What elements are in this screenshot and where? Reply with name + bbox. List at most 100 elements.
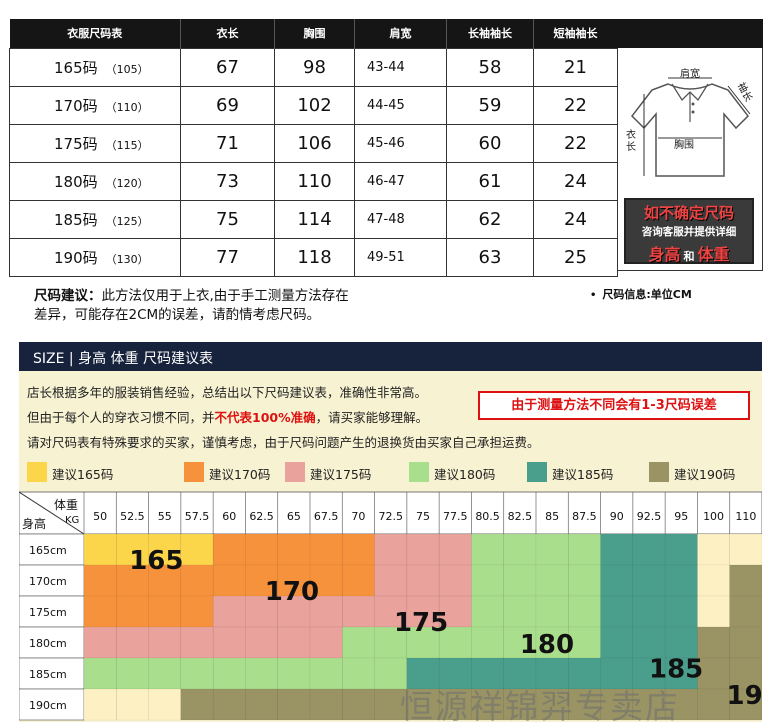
grid-cell: [374, 657, 408, 690]
grid-cell: [309, 533, 343, 566]
grid-cell: [697, 688, 730, 721]
grid-cell: [342, 688, 375, 721]
long-sleeve-cell: 58: [446, 47, 534, 87]
grid-cell: [180, 595, 214, 628]
grid-cell: [116, 657, 149, 690]
grid-cell: [632, 564, 666, 597]
grid-cell: [471, 595, 504, 628]
legend-swatch: [184, 462, 204, 482]
size-table-row: 180码 （120） 73 110 46-47 61 24: [9, 161, 618, 201]
grid-cell: [374, 533, 408, 566]
note-line-1: 此方法仅用于上衣,由于手工测量方法存在: [101, 288, 349, 304]
grid-cell: [374, 595, 408, 628]
shoulder-cell: 46-47: [354, 161, 447, 201]
grid-cell: [729, 626, 762, 659]
store-watermark: 恒源祥锦羿专卖店: [400, 687, 680, 726]
chest-cell: 102: [274, 85, 355, 125]
size-zone-label: 185: [649, 655, 703, 685]
short-sleeve-cell: 25: [533, 237, 618, 277]
corner-diagonal: [19, 491, 85, 535]
size-zone-label: 175: [394, 608, 448, 638]
grid-cell: [148, 626, 182, 659]
corner-weight-label: 体重: [54, 498, 78, 512]
intro-line-2-b: ，请买家能够理解。: [315, 410, 429, 425]
short-sleeve-cell: 22: [533, 85, 618, 125]
size-table-row: 165码 （105） 67 98 43-44 58 21: [9, 47, 618, 87]
grid-cell: [697, 533, 730, 566]
grid-cell: [309, 688, 343, 721]
legend-swatch: [649, 462, 669, 482]
unit-note: • 尺码信息:单位CM: [590, 286, 692, 302]
grid-cell: [438, 564, 472, 597]
size-table-row: 190码 （130） 77 118 49-51 63 25: [9, 237, 618, 277]
weight-header: 80.5: [475, 510, 500, 523]
weight-header: 110: [735, 510, 756, 523]
intro-line-2-a: 但由于每个人的穿衣习惯不同，并: [27, 410, 215, 425]
grid-cell: [148, 564, 182, 597]
grid-cell: [212, 657, 246, 690]
legend-swatch: [285, 462, 305, 482]
grid-cell: [83, 626, 117, 659]
polo-shirt-icon: [631, 77, 751, 177]
grid-cell: [277, 626, 311, 659]
grid-cell: [568, 595, 601, 628]
size-code: （110）: [105, 100, 149, 114]
grid-cell: [180, 564, 214, 597]
shoulder-cell: 49-51: [354, 237, 447, 277]
note-label: 尺码建议：: [34, 288, 102, 304]
grid-cell: [697, 595, 730, 628]
grid-cell: [471, 533, 504, 566]
height-header-cell: [19, 564, 85, 597]
weight-header: 77.5: [443, 510, 468, 523]
grid-cell: [632, 533, 666, 566]
weight-header: 75: [416, 510, 430, 523]
grid-cell: [503, 564, 537, 597]
weight-header: 70: [351, 510, 365, 523]
chest-cell: 118: [274, 237, 355, 277]
grid-cell: [277, 564, 311, 597]
grid-cell: [697, 564, 730, 597]
grid-cell: [116, 626, 149, 659]
size-value: 170码: [54, 96, 98, 115]
size-table-row: 175码 （115） 71 106 45-46 60 22: [9, 123, 618, 163]
grid-cell: [245, 688, 278, 721]
size-code: （115）: [105, 138, 149, 152]
grid-cell: [729, 688, 762, 721]
grid-cell: [632, 626, 666, 659]
height-header-cell: [19, 626, 85, 659]
color-legend: 建议165码 建议170码 建议175码 建议180码 建议185码 建议190码: [27, 461, 762, 483]
diagram-label-shoulder: 肩宽: [680, 69, 700, 80]
short-sleeve-cell: 22: [533, 123, 618, 163]
grid-cell: [374, 688, 408, 721]
grid-cell: [342, 657, 375, 690]
grid-cell: [438, 657, 472, 690]
legend-label: 建议175码: [310, 467, 372, 482]
section-title: SIZE | 身高 体重 尺码建议表: [33, 351, 213, 367]
grid-cell: [83, 688, 117, 721]
diagram-box: 肩宽 胸围 衣长 袖长 如不确定尺码 咨询客服并提供详细 身高和体重: [617, 48, 763, 271]
grid-cell: [342, 626, 375, 659]
grid-cell: [568, 688, 601, 721]
short-sleeve-cell: 24: [533, 199, 618, 239]
grid-cell: [632, 688, 666, 721]
grid-cell: [568, 533, 601, 566]
weight-header: 92.5: [637, 510, 662, 523]
legend-label: 建议165码: [52, 467, 114, 482]
size-value: 175码: [54, 134, 98, 153]
grid-cell: [406, 564, 440, 597]
grid-cell: [664, 564, 698, 597]
grid-cell: [374, 564, 408, 597]
size-cell: 185码 （125）: [9, 199, 181, 239]
grid-cell: [535, 595, 569, 628]
length-cell: 73: [180, 161, 275, 201]
short-sleeve-cell: 24: [533, 161, 618, 201]
weight-header: 57.5: [185, 510, 210, 523]
size-zone-label: 170: [265, 577, 319, 607]
grid-cell: [600, 595, 634, 628]
legend-label: 建议180码: [434, 467, 496, 482]
grid-cell: [180, 533, 214, 566]
header-long-sleeve: 长袖袖长: [446, 19, 534, 48]
height-header: 165cm: [29, 544, 67, 557]
height-header: 185cm: [29, 668, 67, 681]
intro-line-2: 但由于每个人的穿衣习惯不同，并不代表100%准确，请买家能够理解。: [27, 407, 428, 426]
